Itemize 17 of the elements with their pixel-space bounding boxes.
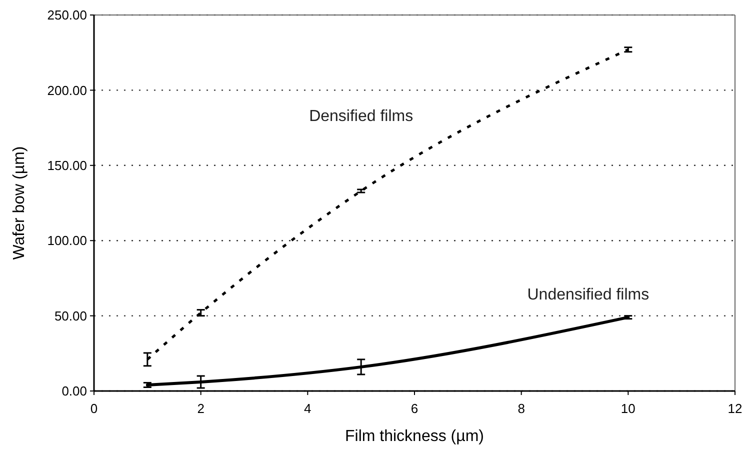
y-tick-label: 50.00 xyxy=(54,308,87,324)
x-tick-label: 4 xyxy=(304,401,312,416)
y-tick-label: 250.00 xyxy=(47,8,87,23)
series-label: Undensified films xyxy=(527,286,650,304)
x-tick-label: 8 xyxy=(518,401,525,416)
y-tick-label: 150.00 xyxy=(47,158,87,173)
y-tick-label: 100.00 xyxy=(47,233,87,248)
series-label: Densified films xyxy=(309,108,414,125)
x-tick-label: 6 xyxy=(410,401,418,416)
y-tick-label: 200.00 xyxy=(47,82,87,98)
y-axis-title: Wafer bow (µm) xyxy=(11,146,28,260)
x-tick-label: 12 xyxy=(728,401,742,416)
x-tick-label: 2 xyxy=(197,401,204,416)
y-tick-label: 0.00 xyxy=(62,384,87,399)
x-tick-label: 0 xyxy=(90,401,98,416)
x-axis-title: Film thickness (µm) xyxy=(345,428,484,445)
x-tick-label: 10 xyxy=(620,401,636,416)
